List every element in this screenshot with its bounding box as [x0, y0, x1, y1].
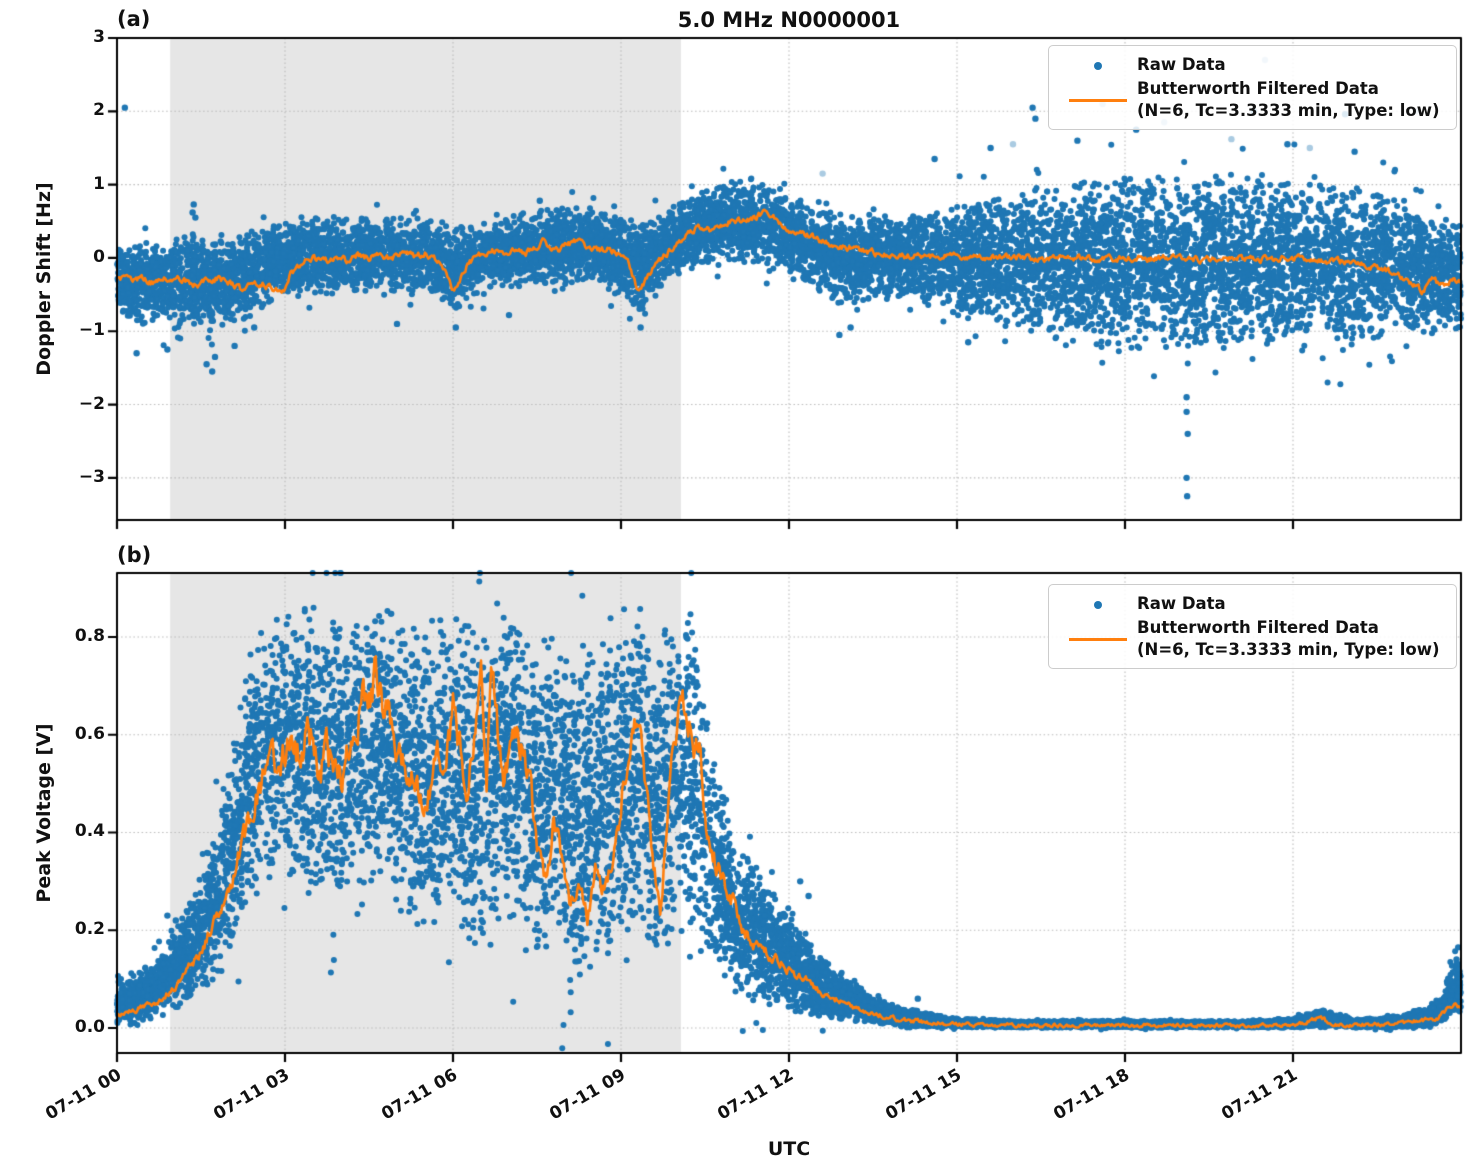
legend-raw-label: Raw Data: [1137, 594, 1226, 613]
legend-filtered-label: Butterworth Filtered Data (N=6, Tc=3.333…: [1137, 78, 1440, 122]
filtered-line-icon: [1059, 617, 1137, 661]
y-tick-label: −1: [78, 320, 105, 341]
y-tick-label: 0.6: [74, 723, 105, 744]
y-tick-label: −3: [78, 466, 105, 487]
filtered-line-icon: [1059, 78, 1137, 122]
legend-filtered-label-line2: (N=6, Tc=3.3333 min, Type: low): [1137, 640, 1440, 659]
y-tick-label: 0.0: [74, 1016, 105, 1037]
legend-filtered-label: Butterworth Filtered Data (N=6, Tc=3.333…: [1137, 617, 1440, 661]
x-axis-label: UTC: [767, 1138, 811, 1160]
legend-filtered-label-line1: Butterworth Filtered Data: [1137, 79, 1379, 98]
panel-b-label: (b): [117, 543, 152, 567]
legend-raw-label: Raw Data: [1137, 55, 1226, 74]
legend-item-raw: Raw Data: [1059, 54, 1446, 78]
raw-data-dot-icon: [1059, 54, 1137, 78]
legend-item-raw: Raw Data: [1059, 593, 1446, 617]
y-tick-label: 1: [93, 173, 105, 194]
legend-filtered-label-line1: Butterworth Filtered Data: [1137, 618, 1379, 637]
panel-a-label: (a): [117, 7, 151, 31]
y-tick-label: 0.2: [74, 919, 105, 940]
legend-item-filtered: Butterworth Filtered Data (N=6, Tc=3.333…: [1059, 617, 1446, 661]
legend-panel-a: Raw Data Butterworth Filtered Data (N=6,…: [1048, 45, 1457, 130]
y-tick-label: 3: [93, 27, 105, 47]
legend-item-filtered: Butterworth Filtered Data (N=6, Tc=3.333…: [1059, 78, 1446, 122]
y-axis-label-doppler: Doppler Shift [Hz]: [33, 182, 55, 376]
y-tick-label: −2: [78, 393, 105, 414]
y-tick-label: 2: [93, 100, 105, 121]
y-axis-label-voltage: Peak Voltage [V]: [33, 723, 55, 903]
raw-data-dot-icon: [1059, 593, 1137, 617]
legend-panel-b: Raw Data Butterworth Filtered Data (N=6,…: [1048, 584, 1457, 669]
legend-filtered-label-line2: (N=6, Tc=3.3333 min, Type: low): [1137, 101, 1440, 120]
chart-title: 5.0 MHz N0000001: [677, 8, 901, 32]
y-tick-label: 0.4: [74, 821, 105, 842]
y-tick-label: 0.8: [74, 626, 105, 647]
y-tick-label: 0: [93, 246, 105, 267]
